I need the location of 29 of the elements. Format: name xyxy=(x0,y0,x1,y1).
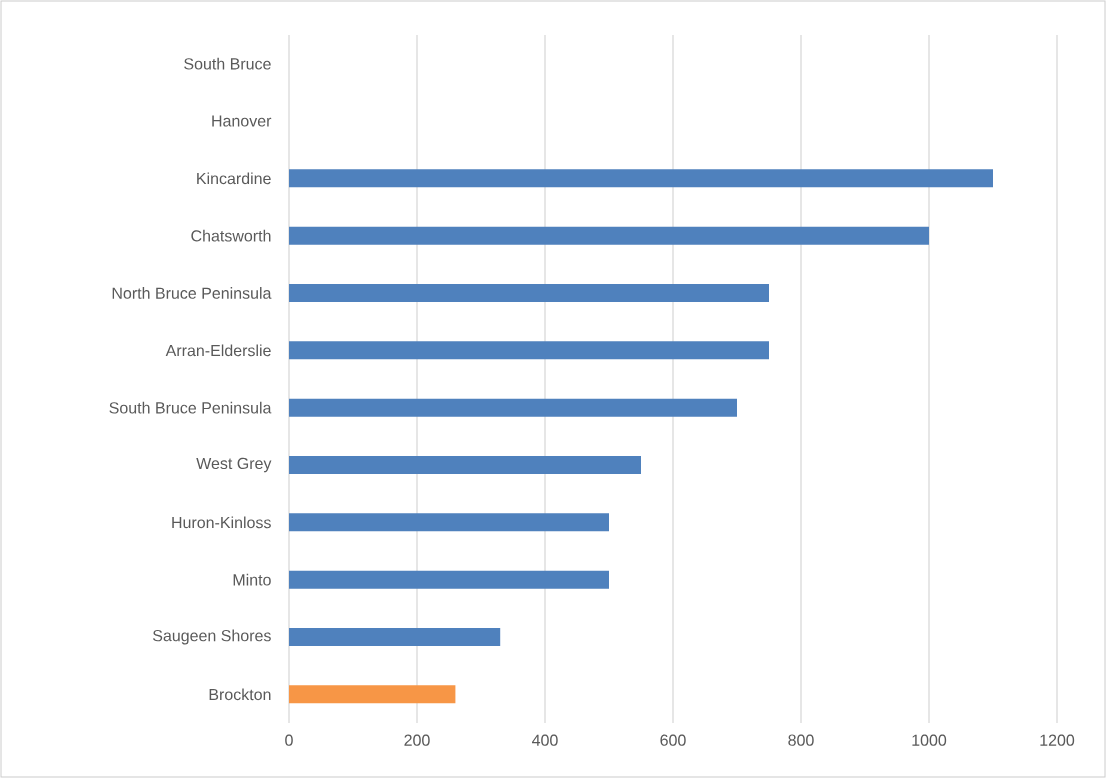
y-tick-label: Saugeen Shores xyxy=(152,629,271,645)
bar xyxy=(289,398,737,417)
bar xyxy=(289,513,609,532)
y-tick-label: Minto xyxy=(233,573,271,586)
y-tick-label: Huron-Kinloss xyxy=(172,516,271,529)
y-tick-label: West Grey xyxy=(196,457,272,473)
bar xyxy=(289,455,641,474)
bar xyxy=(289,685,456,704)
y-tick-label: South Bruce xyxy=(184,57,271,70)
y-tick-label: Chatsworth xyxy=(191,229,271,242)
bar xyxy=(289,570,609,589)
bar xyxy=(289,341,769,360)
y-tick-label: Arran-Elderslie xyxy=(165,344,271,357)
y-tick-label: Hanover xyxy=(212,115,272,127)
bar xyxy=(289,226,929,245)
x-tick-label: 400 xyxy=(532,734,558,746)
x-tick-label: 0 xyxy=(285,734,293,746)
y-tick-label: North Bruce Peninsula xyxy=(112,287,272,299)
bar xyxy=(289,283,769,302)
x-tick-label: 200 xyxy=(404,734,430,746)
y-tick-label: South Bruce Peninsula xyxy=(109,401,272,414)
bar xyxy=(289,169,993,188)
y-tick-label: Brockton xyxy=(209,688,271,701)
x-tick-label: 1200 xyxy=(1040,734,1075,746)
x-tick-label: 800 xyxy=(788,734,814,746)
x-tick-label: 600 xyxy=(660,734,686,746)
bar xyxy=(289,627,501,646)
x-tick-label: 1000 xyxy=(912,734,947,746)
y-tick-label: Kincardine xyxy=(197,172,271,185)
